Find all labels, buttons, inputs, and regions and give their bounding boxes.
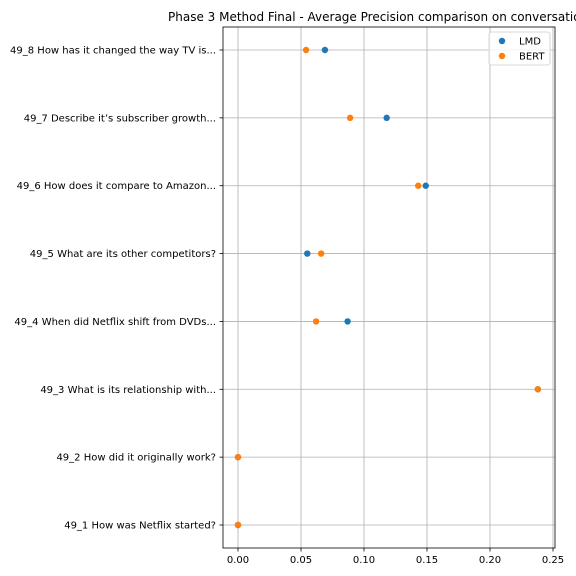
- plot-frame: [222, 26, 556, 549]
- data-point-lmd: [422, 182, 429, 189]
- data-point-bert: [302, 46, 310, 54]
- legend-marker: [498, 37, 506, 45]
- y-tick-label: 49_4 When did Netflix shift from DVDs...: [14, 317, 216, 328]
- y-tick-label: 49_1 How was Netflix started?: [64, 521, 216, 532]
- series-bert: [234, 46, 542, 529]
- data-point-bert: [534, 386, 542, 393]
- legend-label: LMD: [519, 37, 541, 48]
- data-point-lmd: [321, 46, 329, 54]
- y-tick-label: 49_6 How does it compare to Amazon...: [17, 181, 216, 192]
- data-point-bert: [234, 453, 242, 461]
- chart-title: Phase 3 Method Final - Average Precision…: [168, 10, 576, 24]
- x-tick-label: 0.05: [290, 555, 312, 566]
- data-point-lmd: [344, 318, 351, 325]
- y-tick-label: 49_8 How has it changed the way TV is...: [10, 46, 216, 57]
- y-tick-label: 49_3 What is its relationship with...: [40, 385, 216, 396]
- y-axis-ticks: 49_1 How was Netflix started? 49_2 How di…: [10, 46, 223, 532]
- x-tick-label: 0.15: [416, 555, 438, 566]
- x-tick-label: 0.00: [227, 555, 249, 566]
- y-tick-label: 49_7 Describe it’s subscriber growth...: [24, 113, 216, 124]
- data-points: [234, 46, 542, 529]
- legend-marker: [498, 52, 506, 60]
- data-point-bert: [234, 521, 242, 529]
- data-point-lmd: [383, 114, 390, 122]
- y-tick-label: 49_2 How did it originally work?: [56, 453, 216, 464]
- data-point-bert: [312, 318, 320, 325]
- grid-lines: [223, 27, 555, 548]
- legend-label: BERT: [519, 52, 545, 63]
- data-point-bert: [317, 250, 325, 257]
- data-point-bert: [346, 114, 354, 122]
- x-axis-ticks: 0.00 0.05 0.10 0.15 0.20 0.25: [227, 548, 564, 566]
- legend: LMD BERT: [488, 31, 551, 66]
- x-tick-label: 0.20: [479, 555, 501, 566]
- data-point-bert: [414, 182, 422, 189]
- x-tick-label: 0.25: [542, 555, 564, 566]
- x-tick-label: 0.10: [353, 555, 375, 566]
- y-tick-label: 49_5 What are its other competitors?: [30, 249, 216, 260]
- data-point-lmd: [304, 250, 311, 257]
